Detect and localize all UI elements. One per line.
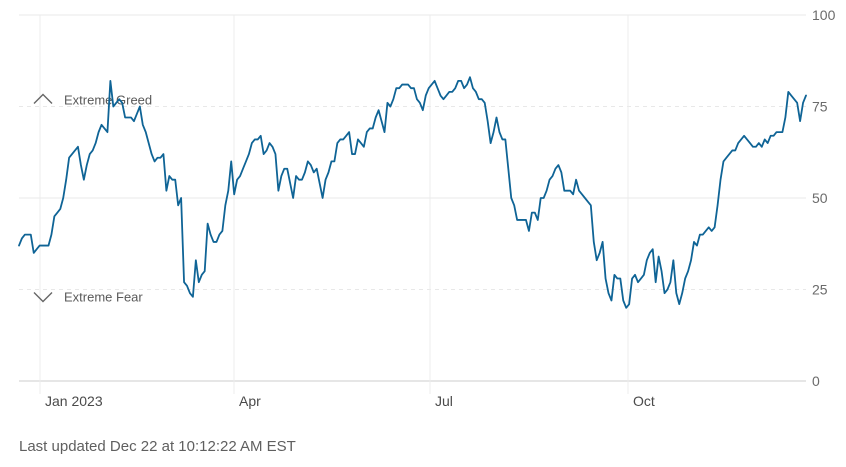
chevron-down-icon	[33, 292, 53, 303]
x-tick-label: Jul	[435, 393, 453, 409]
chevron-up-icon	[33, 93, 53, 104]
last-updated-text: Last updated Dec 22 at 10:12:22 AM EST	[19, 438, 296, 455]
y-tick-label: 50	[812, 190, 828, 206]
y-tick-label: 0	[812, 373, 820, 389]
y-tick-label: 75	[812, 99, 828, 115]
fear-greed-chart: 0 25 50 75 100 Jan 2023 Apr Jul Oct Extreme Greed…	[18, 7, 836, 409]
annotation-label: Extreme Greed	[64, 93, 152, 108]
annotation-label: Extreme Fear	[64, 290, 143, 305]
y-tick-label: 100	[812, 7, 836, 23]
chart-canvas: 0 25 50 75 100 Jan 2023 Apr Jul Oct Extreme Greed…	[18, 7, 836, 409]
x-tick-label: Jan 2023	[45, 393, 103, 409]
x-tick-label: Apr	[239, 393, 261, 409]
x-tick-label: Oct	[633, 393, 655, 409]
series-line	[18, 76, 807, 309]
y-tick-label: 25	[812, 282, 828, 298]
